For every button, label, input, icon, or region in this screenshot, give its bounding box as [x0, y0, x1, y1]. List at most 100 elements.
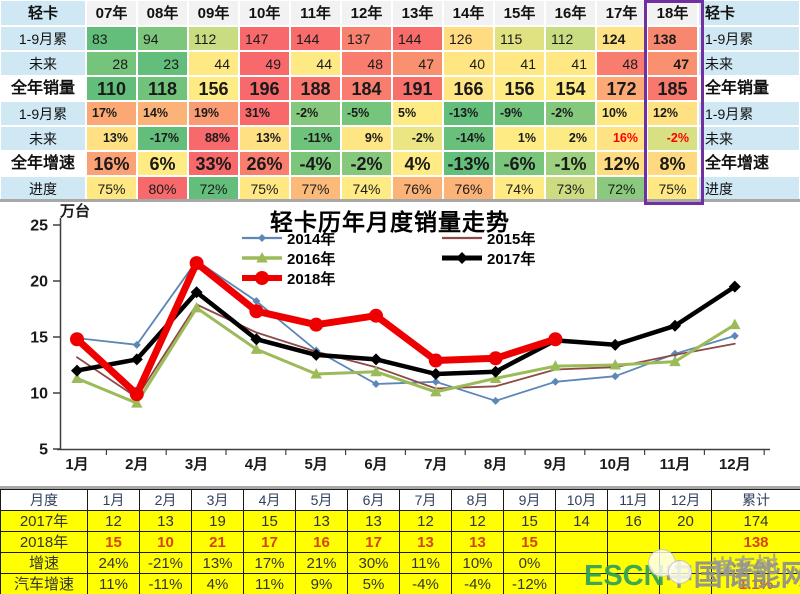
heatmap-cell: -17% — [137, 126, 188, 151]
bottom-table-cell: 12 — [87, 510, 140, 532]
month-header-cell: 4月 — [243, 489, 296, 511]
legend-item: 2016年 — [240, 248, 440, 268]
heatmap-cell: 31% — [239, 101, 290, 126]
heatmap-cell: 144 — [290, 26, 341, 51]
bottom-table-cell: 13 — [451, 531, 504, 553]
corner-label: 轻卡 — [0, 0, 86, 26]
svg-text:1月: 1月 — [65, 456, 88, 473]
year-header-cell: 07年 — [86, 0, 137, 26]
legend-label: 2017年 — [487, 250, 536, 268]
heatmap-cell: -4% — [290, 151, 341, 176]
heatmap-cell: -2% — [290, 101, 341, 126]
year-header-cell: 08年 — [137, 0, 188, 26]
heatmap-cell: 112 — [188, 26, 239, 51]
year-header-row: 轻卡 07年 08年 09年 10年 11年 12年 13年 14年 15年 16年 17年 18年 轻卡 — [0, 0, 800, 26]
bottom-table-cell: 9% — [295, 573, 348, 594]
bottom-table-cell: 14 — [555, 510, 608, 532]
svg-text:3月: 3月 — [185, 456, 208, 473]
legend-label: 2016年 — [287, 250, 336, 268]
heatmap-cell: 147 — [239, 26, 290, 51]
heatmap-cell: 41 — [494, 51, 545, 76]
svg-text:5月: 5月 — [305, 456, 328, 473]
row-label-right: 1-9月累 — [698, 101, 800, 126]
bottom-table-cell: 11% — [243, 573, 296, 594]
divider-top — [0, 199, 800, 202]
row-label-right: 1-9月累 — [698, 26, 800, 51]
heatmap-cell: 124 — [596, 26, 647, 51]
bottom-table-cell: 13 — [399, 531, 452, 553]
legend-marker-icon — [242, 234, 282, 242]
heatmap-cell: 196 — [239, 76, 290, 101]
heatmap-cell: 10% — [596, 101, 647, 126]
bottom-table-cell: 4% — [191, 573, 244, 594]
heatmap-cell: 191 — [392, 76, 443, 101]
heatmap-cell: 26% — [239, 151, 290, 176]
heatmap-cell: 83 — [86, 26, 137, 51]
row-label-right: 未来 — [698, 126, 800, 151]
bottom-table-cell: 17 — [243, 531, 296, 553]
bottom-table-cell: 15 — [87, 531, 140, 553]
heatmap-cell: -11% — [290, 126, 341, 151]
series-2017年 — [71, 280, 741, 380]
heatmap-cell: -5% — [341, 101, 392, 126]
year-header-cell: 11年 — [290, 0, 341, 26]
svg-text:2月: 2月 — [125, 456, 148, 473]
bottom-table-row: 2018年 15 10 21 17 16 17 13 13 15 138 — [0, 531, 800, 553]
month-header-cell: 6月 — [347, 489, 400, 511]
bottom-table-cell: 20 — [659, 510, 712, 532]
heatmap-cell: 49 — [239, 51, 290, 76]
bottom-table-cell: 15 — [243, 510, 296, 532]
bottom-row-label: 增速 — [0, 552, 88, 574]
svg-text:11月: 11月 — [660, 456, 691, 473]
bottom-table-cell: 1.1% — [711, 573, 800, 594]
bottom-table-cell: 15 — [503, 531, 556, 553]
year-header-cell: 16年 — [545, 0, 596, 26]
svg-text:5: 5 — [39, 442, 48, 459]
legend-label: 2018年 — [287, 270, 336, 288]
heatmap-cell: 72% — [596, 176, 647, 201]
bottom-table-cell: 11% — [399, 552, 452, 574]
svg-text:25: 25 — [30, 218, 48, 235]
svg-text:12月: 12月 — [719, 456, 751, 473]
heatmap-cell: 172 — [596, 76, 647, 101]
light-truck-yearly-heatmap-table: 轻卡 07年 08年 09年 10年 11年 12年 13年 14年 15年 16年 17年 18年 轻卡… — [0, 0, 800, 201]
heatmap-cell: 16% — [596, 126, 647, 151]
heatmap-cell: 184 — [341, 76, 392, 101]
month-header-cell: 3月 — [191, 489, 244, 511]
top-table-row: 未来 28 23 44 49 44 48 47 40 41 41 48 47 未来 — [0, 51, 800, 76]
year-header-cell: 10年 — [239, 0, 290, 26]
heatmap-cell: 185 — [647, 76, 698, 101]
heatmap-cell: 138 — [647, 26, 698, 51]
heatmap-cell: -1% — [545, 151, 596, 176]
chart-title: 轻卡历年月度销量走势 — [270, 209, 510, 235]
heatmap-cell: 2% — [545, 126, 596, 151]
row-label-left: 未来 — [0, 51, 86, 76]
bottom-table-cell: 13% — [191, 552, 244, 574]
bottom-table-cell — [607, 531, 660, 553]
heatmap-cell: 13% — [86, 126, 137, 151]
heatmap-cell: 72% — [188, 176, 239, 201]
heatmap-cell: 74% — [494, 176, 545, 201]
row-label-right: 进度 — [698, 176, 800, 201]
bottom-table-cell: 17% — [243, 552, 296, 574]
month-header-cell: 9月 — [503, 489, 556, 511]
year-header-cell: 18年 — [647, 0, 698, 26]
heatmap-cell: 94 — [137, 26, 188, 51]
heatmap-cell: -2% — [392, 126, 443, 151]
heatmap-cell: 14% — [137, 101, 188, 126]
heatmap-cell: 44 — [290, 51, 341, 76]
heatmap-cell: 188 — [290, 76, 341, 101]
year-header-cell: 09年 — [188, 0, 239, 26]
bottom-table-cell: 10% — [451, 552, 504, 574]
year-header-cell: 13年 — [392, 0, 443, 26]
bottom-table-cell: 10 — [139, 531, 192, 553]
heatmap-cell: 40 — [443, 51, 494, 76]
legend-item: 2014年 — [240, 228, 440, 248]
corner-label: 轻卡 — [698, 0, 800, 26]
bottom-table-cell: 17 — [347, 531, 400, 553]
month-header-row: 月度 1月 2月 3月 4月 5月 6月 7月 8月 9月 10月 11月 12月 累计 — [0, 489, 800, 511]
bottom-table-cell: 12 — [451, 510, 504, 532]
heatmap-cell: -13% — [443, 101, 494, 126]
chart-plot-area: 5 10 15 20 25 1月 2月 3月 4月 5月 6月 7月 8月 9月 10月 11月 12月 万台 — [30, 202, 770, 473]
month-header-cell: 8月 — [451, 489, 504, 511]
